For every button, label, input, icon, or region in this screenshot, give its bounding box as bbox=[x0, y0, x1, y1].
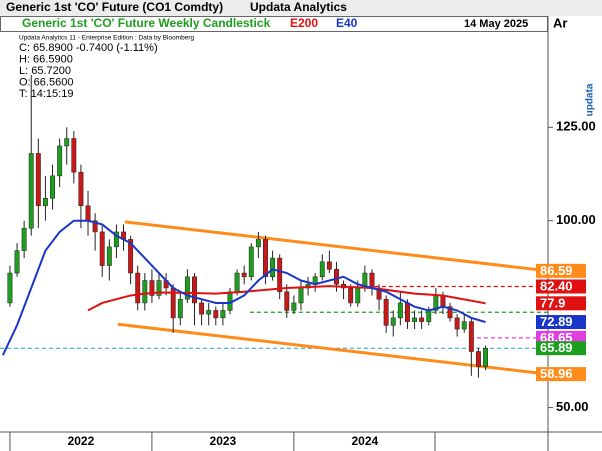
corner: Ar bbox=[553, 15, 567, 30]
candle-body bbox=[241, 272, 247, 278]
candle-body bbox=[383, 298, 389, 326]
legend-entry: E200 bbox=[290, 16, 318, 30]
candle-body bbox=[369, 272, 375, 289]
plot bbox=[0, 74, 549, 378]
candle-body bbox=[468, 321, 474, 352]
candle-body bbox=[419, 317, 425, 322]
candle-body bbox=[291, 302, 297, 311]
candle-body bbox=[156, 280, 162, 296]
info-line: C: 65.8900 -0.7400 (-1.11%) bbox=[19, 42, 158, 54]
candle-body bbox=[149, 280, 155, 296]
candle-body bbox=[21, 227, 27, 251]
header-app: Updata Analytics bbox=[250, 0, 347, 14]
header-bar bbox=[0, 0, 602, 16]
value-box-label: 72.89 bbox=[540, 314, 573, 329]
value-box bbox=[536, 279, 586, 294]
y-tick-label: 125.00 bbox=[556, 119, 596, 134]
candle-body bbox=[334, 269, 339, 285]
candle-body bbox=[440, 295, 446, 307]
y-tick-label: 50.00 bbox=[556, 399, 589, 414]
value-box-label: 86.59 bbox=[540, 263, 573, 278]
candle-body bbox=[213, 310, 219, 319]
candle-body bbox=[355, 287, 361, 304]
candle-body bbox=[277, 257, 283, 292]
info-line: H: 66.5900 bbox=[19, 53, 73, 65]
value-box-label: 58.96 bbox=[540, 366, 573, 381]
candle-body bbox=[128, 239, 134, 274]
info-line: L: 65.7200 bbox=[19, 65, 71, 77]
candle-body bbox=[14, 250, 20, 274]
candle-body bbox=[206, 310, 212, 315]
value-box bbox=[536, 263, 586, 278]
candle-body bbox=[284, 291, 290, 311]
candle-body bbox=[255, 239, 261, 248]
logo: updata bbox=[585, 83, 596, 116]
candle-body bbox=[483, 347, 488, 367]
candle-body bbox=[475, 351, 481, 367]
candle-body bbox=[397, 302, 403, 319]
candle-body bbox=[71, 138, 77, 173]
value-box-label: 68.65 bbox=[540, 330, 573, 345]
candle-body bbox=[319, 261, 325, 278]
y-tick-label: 100.00 bbox=[556, 212, 596, 227]
value-box-label: 82.40 bbox=[540, 278, 573, 293]
candle-body bbox=[35, 153, 41, 207]
value-box bbox=[536, 341, 586, 356]
candle-body bbox=[28, 153, 34, 229]
candle-body bbox=[248, 246, 254, 278]
candle-body bbox=[405, 302, 410, 322]
candle-body bbox=[142, 280, 148, 304]
info-line: O: 66.5600 bbox=[19, 76, 73, 88]
date: 14 May 2025 bbox=[464, 18, 528, 30]
candle-body bbox=[326, 261, 332, 270]
candle-body bbox=[135, 272, 141, 304]
x-tick-label: 2023 bbox=[210, 434, 237, 448]
candle-body bbox=[270, 257, 276, 278]
candle-body bbox=[78, 171, 84, 207]
candle-body bbox=[184, 276, 190, 300]
ma-line bbox=[87, 285, 486, 312]
value-box-label: 77.9 bbox=[540, 295, 565, 310]
candle-body bbox=[412, 317, 417, 322]
candle-body bbox=[263, 239, 268, 278]
candle-body bbox=[220, 310, 226, 319]
legend-entry: E40 bbox=[336, 16, 358, 30]
candle-body bbox=[92, 220, 98, 233]
candle-body bbox=[177, 298, 183, 319]
candle-body bbox=[42, 198, 48, 207]
candle-body bbox=[57, 145, 63, 177]
candle-body bbox=[106, 246, 112, 266]
value-box-label: 65.89 bbox=[540, 340, 573, 355]
chart-title: Generic 1st 'CO' Future Weekly Candlesti… bbox=[22, 16, 271, 30]
header-title: Generic 1st 'CO' Future (CO1 Comdty) bbox=[6, 0, 223, 14]
candle-body bbox=[192, 276, 197, 304]
value-box bbox=[536, 296, 586, 311]
candle-body bbox=[50, 175, 55, 199]
info-line: T: 14:15:19 bbox=[19, 88, 73, 100]
value-box bbox=[536, 315, 586, 330]
candle-body bbox=[348, 287, 354, 304]
candle-body bbox=[390, 317, 396, 326]
candle-body bbox=[7, 272, 13, 304]
ma-line bbox=[1, 219, 486, 356]
source: Updata Analytics 11 - Enterprise Edition… bbox=[19, 35, 194, 42]
x-tick-label: 2024 bbox=[352, 434, 379, 448]
candle-body bbox=[64, 138, 70, 147]
candle-body bbox=[85, 205, 91, 221]
candle-body bbox=[426, 310, 432, 322]
trend-line bbox=[124, 220, 549, 273]
candle-body bbox=[199, 302, 205, 315]
candle-body bbox=[99, 231, 105, 266]
value-box bbox=[536, 367, 586, 382]
candle-body bbox=[298, 287, 304, 304]
x-tick-label: 2022 bbox=[68, 434, 95, 448]
candle-body bbox=[454, 317, 460, 330]
candle-body bbox=[113, 231, 119, 248]
candle-body bbox=[461, 321, 467, 330]
candle-body bbox=[234, 272, 240, 292]
candle-body bbox=[447, 306, 453, 319]
